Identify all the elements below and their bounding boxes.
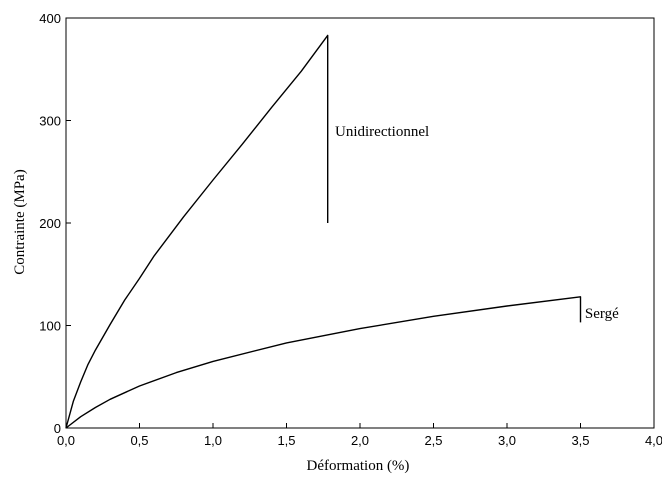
plot-frame xyxy=(65,17,655,429)
x-tick-label: 0,0 xyxy=(57,433,75,448)
x-tick-label: 3,5 xyxy=(571,433,589,448)
y-tick-label: 300 xyxy=(39,114,61,129)
x-axis-ticks: 0,0 0,5 1,0 1,5 2,0 2,5 3,0 3,5 4,0 xyxy=(57,423,662,448)
x-tick-label: 0,5 xyxy=(130,433,148,448)
x-tick-label: 2,0 xyxy=(351,433,369,448)
x-axis-title: Déformation (%) xyxy=(307,458,410,474)
y-tick-label: 200 xyxy=(39,216,61,231)
y-tick-label: 400 xyxy=(39,11,61,26)
y-axis-title: Contrainte (MPa) xyxy=(12,169,28,274)
y-tick-label: 100 xyxy=(39,319,61,334)
x-tick-label: 1,0 xyxy=(204,433,222,448)
x-tick-label: 3,0 xyxy=(498,433,516,448)
y-tick-label: 0 xyxy=(54,421,61,436)
annotation-layer: Unidirectionnel Sergé xyxy=(335,124,619,322)
x-tick-label: 1,5 xyxy=(277,433,295,448)
y-axis-ticks: 0 100 200 300 400 xyxy=(39,11,71,436)
annotation-label: Sergé xyxy=(585,306,619,322)
series-line-2 xyxy=(65,296,582,429)
series-layer xyxy=(65,34,582,429)
series-line-1 xyxy=(65,34,329,429)
plot-area xyxy=(65,17,655,429)
annotation-label: Unidirectionnel xyxy=(335,124,429,140)
x-tick-label: 2,5 xyxy=(424,433,442,448)
x-tick-label: 4,0 xyxy=(645,433,662,448)
